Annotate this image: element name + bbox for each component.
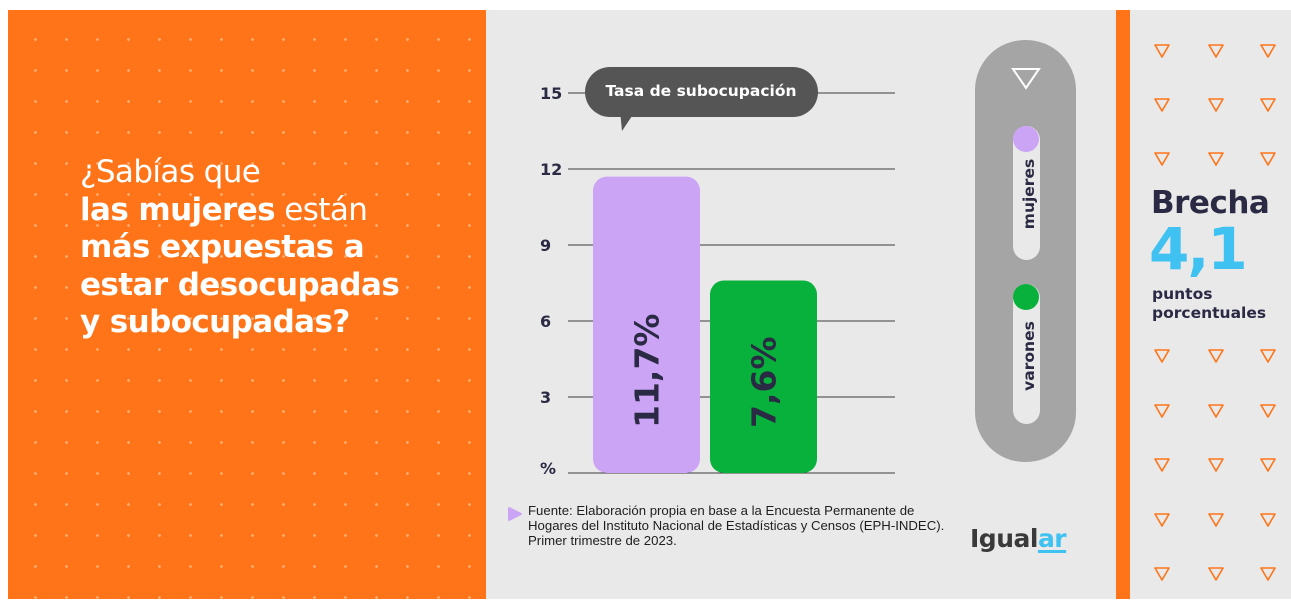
headline-line-5-text: y subocupadas? <box>80 304 350 340</box>
gap-unit: puntos porcentuales <box>1152 285 1266 323</box>
triangle-down-outline-icon <box>1259 151 1277 167</box>
bar-value-label-mujeres: 11,7% <box>628 314 667 429</box>
triangle-down-outline-icon <box>1207 151 1225 167</box>
y-tick-label: 9 <box>540 236 551 255</box>
chart-bars: 11,7% 7,6% <box>593 176 817 473</box>
triangle-down-outline-icon <box>1207 566 1225 582</box>
headline-line-5: y subocupadas? <box>80 304 480 342</box>
triangle-down-outline-icon <box>1259 348 1277 364</box>
y-tick-label: 15 <box>540 84 562 103</box>
triangle-down-outline-icon <box>1153 512 1171 528</box>
headline-line-3: más expuestas a <box>80 229 480 267</box>
triangle-down-outline-icon <box>1207 97 1225 113</box>
bar-value-label-varones: 7,6% <box>745 336 784 428</box>
chart-title: Tasa de subocupación <box>605 82 796 100</box>
headline-line-2-rest: están <box>274 191 368 228</box>
triangle-down-outline-icon <box>1207 457 1225 473</box>
headline-line-4-text: estar desocupadas <box>80 266 400 303</box>
triangle-down-outline-icon <box>1259 403 1277 419</box>
triangle-down-outline-icon <box>1207 512 1225 528</box>
legend-track-varones <box>1013 284 1040 424</box>
legend-dot-varones <box>1013 284 1039 310</box>
legend-label-varones: varones <box>1020 321 1038 391</box>
triangle-down-outline-icon <box>1259 457 1277 473</box>
triangle-down-outline-icon <box>1207 43 1225 59</box>
right-stripe <box>1116 10 1130 599</box>
triangle-down-outline-icon <box>1259 512 1277 528</box>
source-note: Fuente: Elaboración propia en base a la … <box>528 503 945 548</box>
chart-tick-labels: 3 6 9 12 15% <box>540 84 562 478</box>
triangle-down-outline-icon <box>1153 403 1171 419</box>
left-panel <box>8 10 486 599</box>
bar-mujeres <box>593 176 700 473</box>
triangle-down-outline-icon <box>1259 43 1277 59</box>
chart-title-bubble: Tasa de subocupación <box>585 67 818 131</box>
legend-track-mujeres <box>1013 126 1040 260</box>
title-bubble-tail <box>620 110 636 131</box>
headline-line-3-text: más expuestas a <box>80 229 365 265</box>
triangle-down-outline-icon <box>1207 348 1225 364</box>
headline-line-2: las mujeres están <box>80 192 480 230</box>
triangle-down-outline-icon <box>1153 151 1171 167</box>
y-tick-label: 6 <box>540 312 551 331</box>
headline-line-1: ¿Sabías que <box>80 154 261 190</box>
bar-varones <box>710 280 817 473</box>
triangle-down-outline-icon <box>1153 457 1171 473</box>
headline: ¿Sabías que las mujeres están más expues… <box>80 154 480 342</box>
title-bubble-shape <box>585 67 818 117</box>
headline-highlight: las mujeres <box>80 191 276 228</box>
triangle-down-outline-icon <box>1153 566 1171 582</box>
y-tick-label: 12 <box>540 160 562 179</box>
gap-unit-line-2: porcentuales <box>1152 304 1267 322</box>
headline-line-4: estar desocupadas <box>80 267 480 305</box>
y-axis-unit: % <box>540 459 556 478</box>
brand-logo: Igualar <box>970 524 1067 553</box>
logo-accent: ar <box>1037 524 1067 553</box>
triangle-down-outline-icon <box>1153 97 1171 113</box>
gap-value: 4,1 <box>1149 215 1248 283</box>
gap-label: Brecha <box>1151 185 1270 221</box>
gap-panel <box>1130 10 1291 599</box>
triangle-down-outline-icon <box>1207 403 1225 419</box>
triangle-down-outline-icon <box>1259 566 1277 582</box>
legend-label-mujeres: mujeres <box>1020 159 1038 229</box>
triangle-down-outline-icon <box>1153 43 1171 59</box>
gap-unit-line-1: puntos <box>1152 285 1213 303</box>
y-tick-label: 3 <box>540 388 551 407</box>
play-bullet-icon <box>508 507 522 521</box>
triangle-down-outline-icon <box>1011 68 1041 90</box>
logo-main: Igual <box>970 524 1038 553</box>
legend-dot-mujeres <box>1013 126 1039 152</box>
triangle-down-outline-icon <box>1153 348 1171 364</box>
triangle-down-outline-icon <box>1259 97 1277 113</box>
chart-legend: mujeres varones <box>975 40 1076 462</box>
